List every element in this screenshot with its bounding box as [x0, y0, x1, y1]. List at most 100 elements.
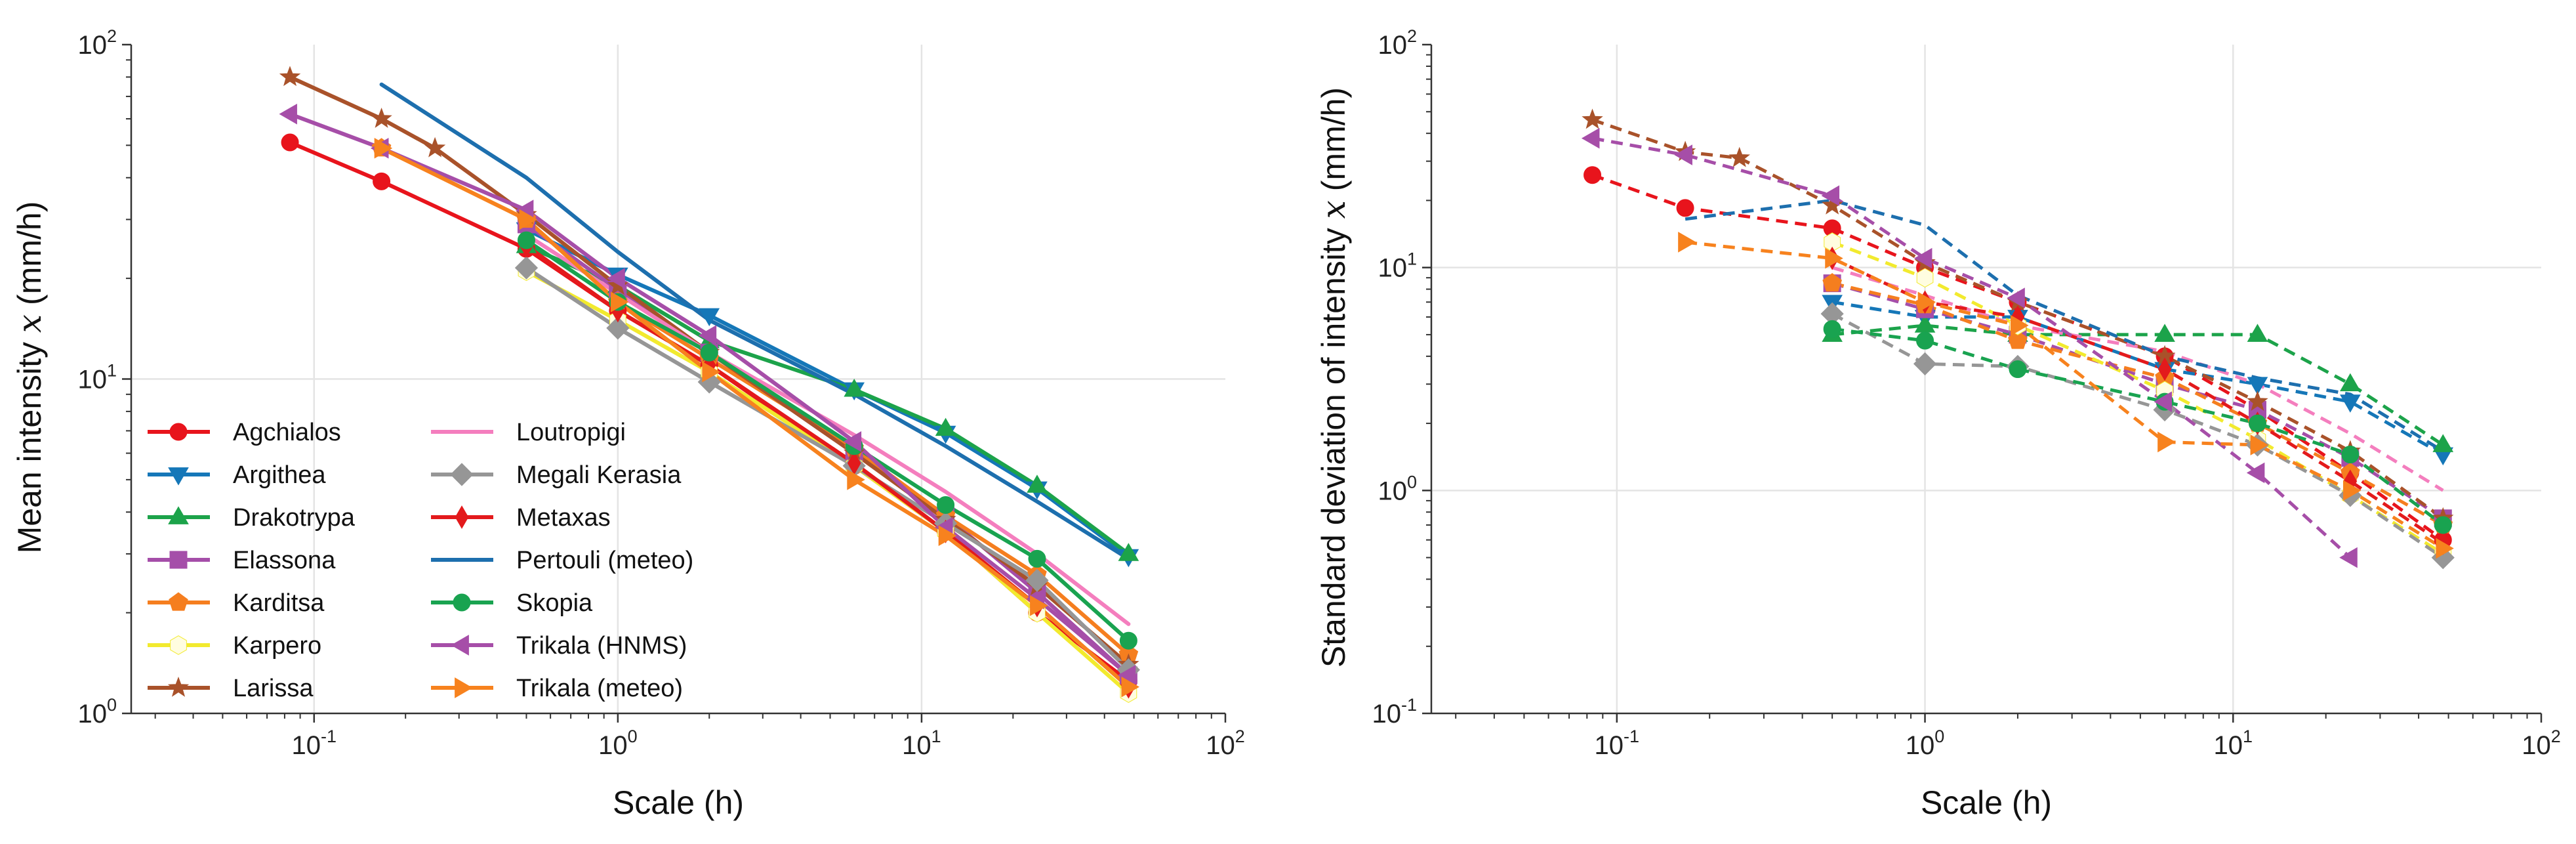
data-point	[2250, 434, 2269, 455]
chart-panel-2: 10-1 100 101 102 10-1 100 101 102 Scale (h) Stand…	[1315, 26, 2561, 821]
data-point	[1913, 247, 1932, 269]
data-point	[2340, 394, 2361, 413]
y-tick-label: 101	[1378, 249, 1417, 283]
series-markers	[374, 138, 1139, 698]
series-line-trikala-meteo	[1685, 240, 2444, 550]
data-point	[1676, 199, 1694, 217]
series-line-larissa	[1591, 118, 2444, 520]
data-point	[1028, 549, 1046, 568]
data-point	[1822, 273, 1842, 292]
data-point	[935, 417, 956, 436]
data-point	[2154, 391, 2172, 412]
data-point	[1823, 320, 1841, 338]
data-point	[279, 103, 297, 125]
x-tick-label: 102	[1206, 727, 1245, 760]
legend-marker	[455, 677, 473, 698]
series-markers	[1581, 127, 2358, 568]
data-point	[937, 496, 955, 514]
data-point	[2341, 446, 2360, 464]
data-point	[374, 138, 393, 159]
series-group	[1581, 108, 2455, 570]
data-point	[1118, 543, 1139, 561]
y-tick-label: 102	[77, 26, 117, 60]
data-point	[1674, 144, 1692, 165]
legend-item: Argithea	[148, 461, 326, 489]
data-point	[1030, 595, 1048, 616]
series-line-trikala-meteo	[379, 146, 1131, 689]
data-point	[843, 431, 862, 452]
data-point	[2011, 315, 2029, 336]
legend-label: Karpero	[233, 632, 321, 660]
chart-panel-1: 10-1 100 101 102 100 101 102 Scale (h) Mean inte…	[10, 26, 1245, 821]
x-tick-label: 100	[598, 727, 638, 760]
y-tick-label: 102	[1378, 26, 1417, 60]
legend-marker	[451, 635, 469, 656]
data-point	[2342, 480, 2361, 501]
legend-item: Megali Kerasia	[431, 461, 682, 489]
legend-item: Agchialos	[148, 419, 341, 446]
data-point	[1825, 247, 1843, 269]
series-line-megali-kerasia	[1831, 312, 2444, 559]
legend-marker	[450, 463, 474, 486]
y-tick-label: 100	[77, 695, 117, 728]
legend-marker	[170, 635, 187, 655]
x-tick-label: 101	[2214, 727, 2253, 760]
series-line-agchialos	[288, 140, 1131, 683]
legend-item: Larissa	[148, 675, 314, 702]
legend-marker	[168, 467, 189, 486]
data-point	[702, 361, 720, 383]
y-tick-label: 100	[1378, 472, 1417, 505]
x-axis-label: Scale (h)	[1921, 784, 2052, 821]
series-group	[279, 66, 1140, 703]
legend-item: Karpero	[148, 632, 321, 660]
data-point	[2247, 377, 2268, 395]
data-point	[1821, 185, 1840, 207]
data-point	[1916, 268, 1934, 288]
legend-label: Agchialos	[233, 419, 341, 446]
legend-marker	[169, 423, 188, 441]
data-point	[1119, 631, 1137, 650]
data-point	[699, 308, 720, 327]
data-point	[1027, 475, 1048, 493]
legend: Agchialos Argithea Drakotrypa Elassona Kardi…	[148, 419, 693, 702]
data-point	[2434, 516, 2452, 534]
y-axis-label: Standard deviation of intensity x (mm/h)	[1315, 87, 1353, 667]
data-point	[700, 343, 718, 362]
legend-item: Trikala (meteo)	[431, 675, 683, 702]
data-point	[607, 274, 629, 295]
data-point	[371, 107, 392, 128]
data-point	[1584, 166, 1602, 184]
data-point	[1582, 108, 1603, 129]
data-point	[279, 66, 301, 87]
data-point	[2008, 330, 2028, 349]
legend-label: Megali Kerasia	[516, 461, 682, 489]
legend-item: Skopia	[431, 589, 593, 617]
legend-label: Karditsa	[233, 589, 325, 617]
data-point	[2436, 538, 2454, 559]
series-markers	[281, 133, 1137, 690]
series-line-trikala-hnms	[1592, 137, 2352, 559]
legend-item: Loutropigi	[431, 419, 626, 446]
data-point	[1025, 568, 1049, 592]
series-line-pertouli-meteo	[379, 82, 1131, 561]
data-point	[606, 316, 630, 340]
data-point	[1821, 194, 1843, 215]
legend-label: Elassona	[233, 547, 336, 574]
y-tick-label: 101	[77, 361, 117, 394]
data-point	[514, 256, 539, 280]
y-axis-label: Mean intensity x (mm/h)	[10, 201, 49, 554]
legend-label: Metaxas	[516, 504, 611, 532]
legend-marker	[168, 506, 189, 524]
data-point	[1121, 676, 1139, 698]
x-axis-label: Scale (h)	[613, 784, 744, 821]
data-point	[1581, 127, 1600, 149]
data-point	[1913, 352, 1937, 375]
legend-label: Trikala (HNMS)	[516, 632, 687, 660]
legend-item: Elassona	[148, 547, 336, 574]
legend-marker	[167, 676, 190, 697]
data-point	[2247, 324, 2268, 342]
minor-ticks	[126, 59, 1212, 719]
legend-item: Drakotrypa	[148, 504, 356, 532]
data-point	[1728, 146, 1750, 167]
